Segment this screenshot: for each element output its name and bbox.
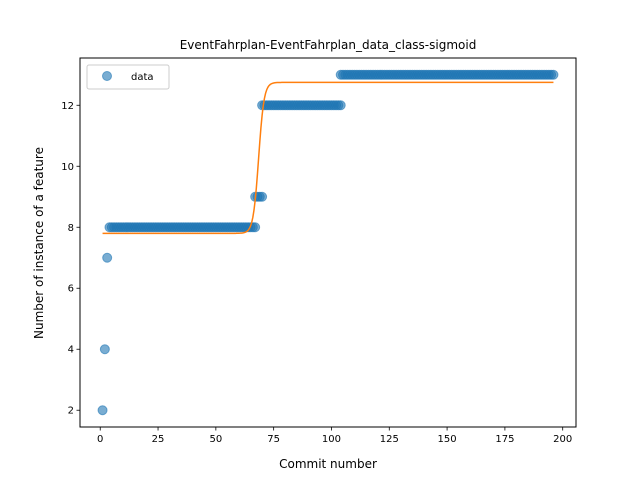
x-tick-label: 150	[438, 434, 457, 445]
x-tick-label: 25	[152, 434, 165, 445]
x-axis: 0 25 50 75 100 125 150 175 200	[97, 427, 572, 445]
y-tick-label: 6	[68, 284, 74, 295]
y-axis: 2 4 6 8 10 12	[61, 101, 80, 417]
x-tick-label: 175	[495, 434, 514, 445]
data-point	[335, 100, 346, 111]
legend-frame	[86, 64, 170, 90]
y-axis-label: Number of instance of a feature	[32, 147, 46, 339]
plot-area	[97, 69, 559, 416]
legend-label: data	[131, 72, 154, 83]
sigmoid-fit-line	[102, 81, 554, 235]
x-tick-label: 0	[97, 434, 103, 445]
y-tick-label: 8	[68, 223, 74, 234]
data-point	[250, 222, 261, 233]
legend-marker	[102, 71, 112, 81]
x-tick-label: 125	[380, 434, 399, 445]
x-axis-label: Commit number	[279, 457, 377, 471]
x-tick-label: 50	[209, 434, 222, 445]
x-tick-label: 75	[267, 434, 280, 445]
y-tick-label: 12	[61, 101, 74, 112]
data-point	[97, 405, 108, 416]
x-tick-label: 200	[553, 434, 572, 445]
y-tick-label: 2	[68, 406, 74, 417]
data-point	[548, 69, 559, 80]
y-tick-label: 4	[68, 345, 74, 356]
y-tick-label: 10	[61, 162, 74, 173]
legend: data	[86, 64, 170, 90]
chart-title: EventFahrplan-EventFahrplan_data_class-s…	[180, 38, 477, 52]
x-tick-label: 100	[322, 434, 341, 445]
data-point	[99, 344, 110, 355]
plot-frame	[79, 57, 577, 428]
data-point	[102, 252, 113, 263]
data-point	[257, 191, 268, 202]
